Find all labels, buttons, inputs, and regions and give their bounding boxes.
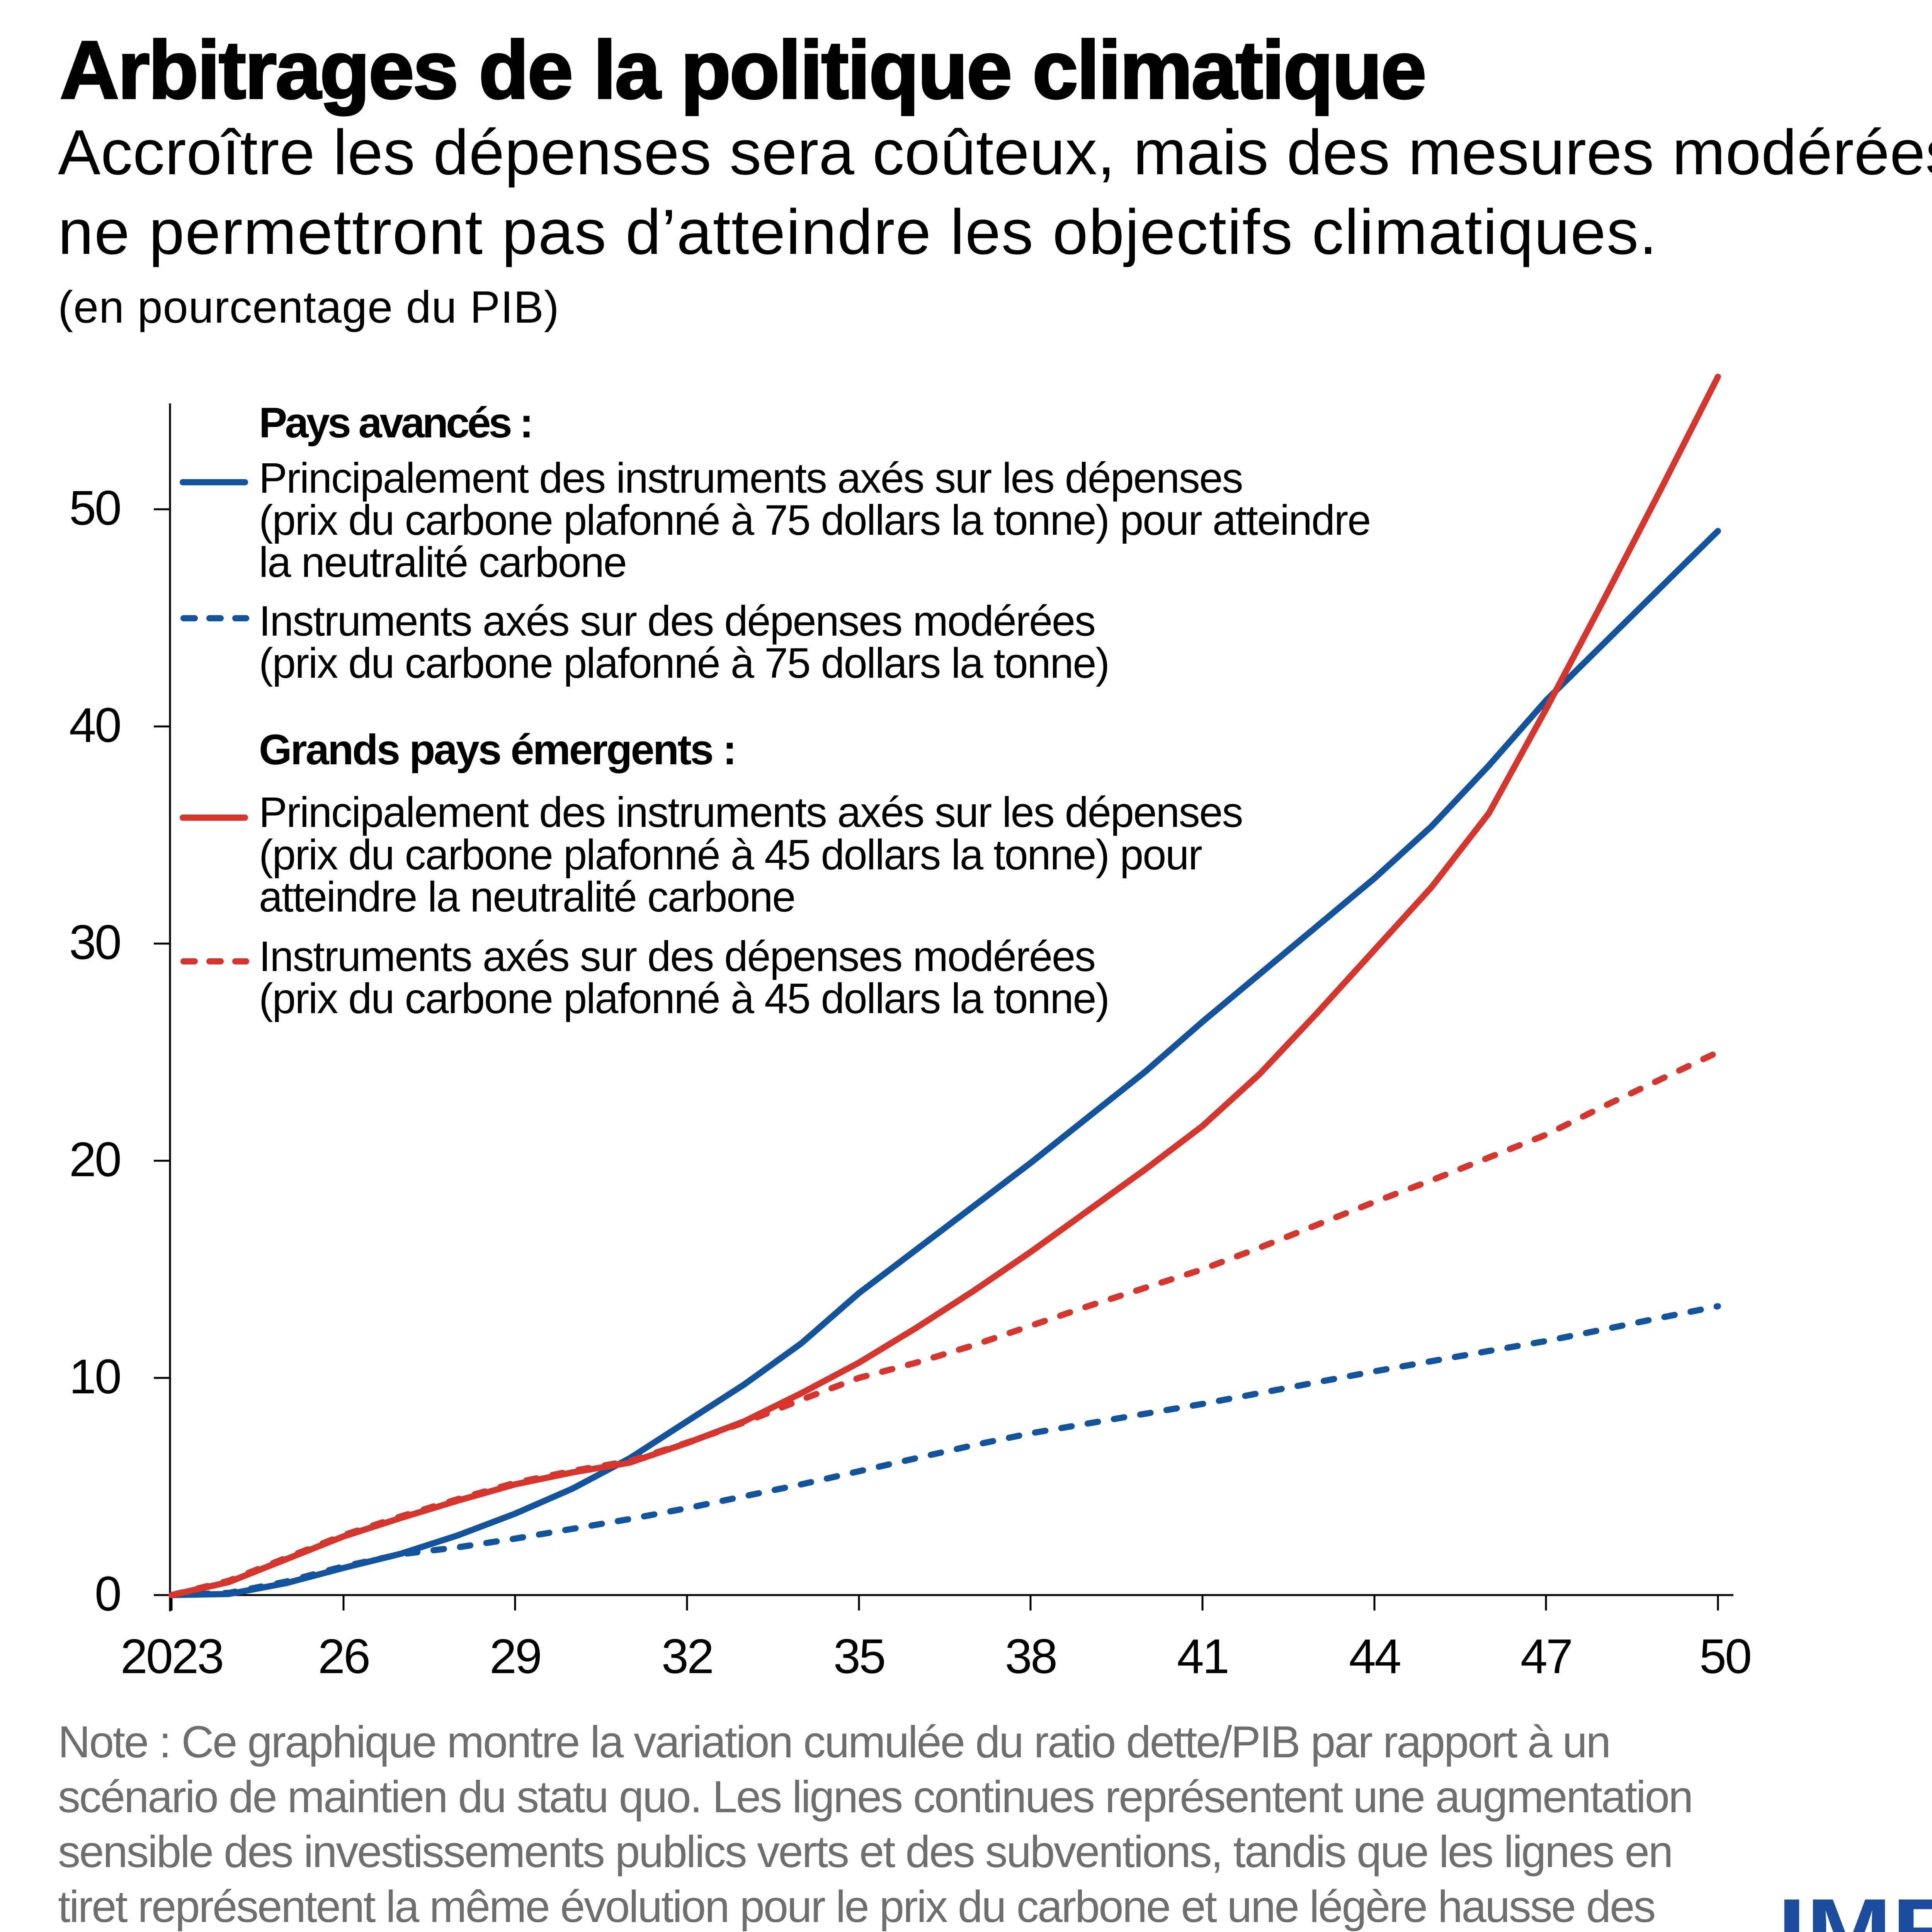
svg-text:scénario de maintien du statu: scénario de maintien du statu quo. Les l… — [58, 1772, 1692, 1822]
svg-text:sensible des investissements p: sensible des investissements publics ver… — [58, 1827, 1672, 1877]
svg-text:47: 47 — [1520, 1629, 1571, 1684]
svg-text:(en pourcentage du PIB): (en pourcentage du PIB) — [58, 282, 560, 332]
svg-text:0: 0 — [95, 1566, 120, 1621]
svg-text:(prix du carbone plafonné à 45: (prix du carbone plafonné à 45 dollars l… — [259, 831, 1202, 879]
svg-text:10: 10 — [69, 1349, 120, 1404]
svg-text:Principalement des instruments: Principalement des instruments axés sur … — [259, 454, 1242, 502]
svg-text:20: 20 — [69, 1132, 120, 1187]
svg-text:Pays avancés :: Pays avancés : — [259, 399, 531, 447]
svg-text:32: 32 — [662, 1629, 713, 1684]
svg-text:40: 40 — [69, 698, 120, 752]
svg-text:Instruments axés sur des dépen: Instruments axés sur des dépenses modéré… — [259, 597, 1095, 645]
svg-text:50: 50 — [1699, 1629, 1750, 1684]
svg-text:30: 30 — [69, 915, 120, 969]
svg-text:2023: 2023 — [121, 1629, 223, 1684]
svg-text:IMF: IMF — [1777, 1881, 1932, 1932]
svg-text:(prix du carbone plafonné à 45: (prix du carbone plafonné à 45 dollars l… — [259, 975, 1109, 1022]
svg-text:Arbitrages de la politique cli: Arbitrages de la politique climatique — [60, 24, 1425, 116]
svg-text:44: 44 — [1349, 1629, 1400, 1684]
svg-text:Grands pays émergents :: Grands pays émergents : — [259, 726, 735, 774]
svg-text:la neutralité carbone: la neutralité carbone — [259, 539, 626, 586]
svg-text:Instruments axés sur des dépen: Instruments axés sur des dépenses modéré… — [259, 933, 1095, 980]
svg-text:atteindre la neutralité carbon: atteindre la neutralité carbone — [259, 873, 795, 921]
svg-text:41: 41 — [1177, 1629, 1228, 1684]
svg-text:tiret représentent la même évo: tiret représentent la même évolution pou… — [58, 1881, 1655, 1932]
svg-text:(prix du carbone plafonné à 75: (prix du carbone plafonné à 75 dollars l… — [259, 639, 1109, 687]
svg-text:Note : Ce graphique montre la: Note : Ce graphique montre la variation … — [58, 1717, 1610, 1767]
svg-text:26: 26 — [318, 1629, 369, 1684]
svg-text:38: 38 — [1005, 1629, 1056, 1684]
svg-text:35: 35 — [833, 1629, 884, 1684]
svg-text:Principalement des instruments: Principalement des instruments axés sur … — [259, 789, 1242, 836]
svg-text:(prix du carbone plafonné à 75: (prix du carbone plafonné à 75 dollars l… — [259, 497, 1370, 544]
svg-text:Accroître les dépenses sera co: Accroître les dépenses sera coûteux, mai… — [58, 117, 1932, 188]
svg-text:50: 50 — [69, 481, 120, 535]
svg-text:29: 29 — [490, 1629, 541, 1684]
svg-text:ne permettront pas d’atteindre: ne permettront pas d’atteindre les objec… — [58, 196, 1658, 267]
